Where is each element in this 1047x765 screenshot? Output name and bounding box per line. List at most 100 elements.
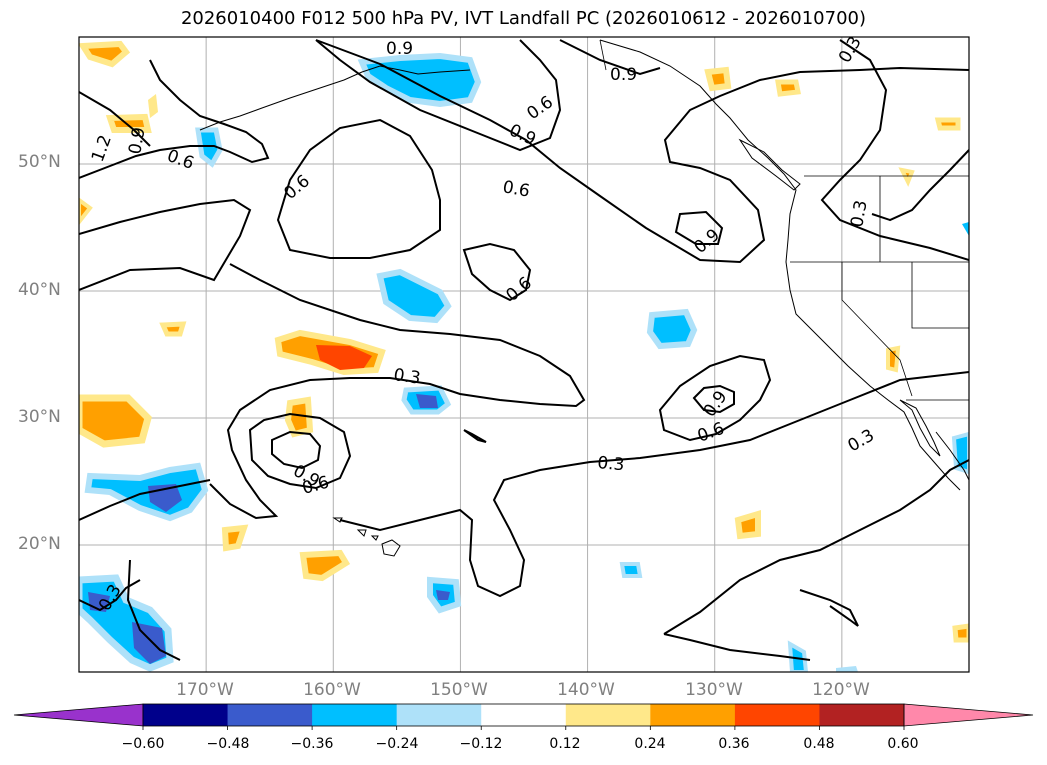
lat-label-40n: 40°N	[18, 280, 61, 300]
colorbar-segment	[565, 704, 651, 726]
lat-label-20n: 20°N	[18, 534, 61, 554]
contour-line	[271, 430, 322, 470]
negative-patch	[376, 268, 452, 324]
contour-line	[79, 59, 270, 179]
positive-patch	[775, 79, 801, 97]
contour-line	[463, 429, 487, 443]
lon-label-170w: 170°W	[176, 680, 234, 700]
contour-line	[79, 479, 211, 521]
positive-patch	[159, 321, 187, 337]
contour-line	[315, 39, 969, 264]
gulf-of-california	[935, 431, 969, 481]
colorbar-segment	[650, 704, 736, 726]
state-border	[841, 262, 913, 397]
colorbar-tick: 0.36	[718, 736, 750, 752]
positive-patch	[704, 66, 732, 92]
colorbar-segment	[819, 704, 905, 726]
colorbar	[13, 703, 1034, 730]
contour-line	[674, 210, 724, 245]
lat-label-30n: 30°N	[18, 407, 61, 427]
baja-coast	[899, 399, 941, 457]
colorbar-segment	[396, 704, 482, 726]
alaska-canada-border	[599, 39, 607, 71]
lon-label-150w: 150°W	[430, 680, 488, 700]
contour-line	[276, 118, 441, 259]
colorbar-tick: 0.12	[549, 736, 581, 752]
negative-patch	[619, 562, 643, 578]
contour-line	[315, 39, 562, 152]
lon-label-160w: 160°W	[303, 680, 361, 700]
hawaii-island	[370, 535, 379, 541]
colorbar-tick: 0.48	[803, 736, 835, 752]
contour-line	[658, 354, 772, 442]
north-america-coast	[599, 39, 961, 491]
colorbar-extend-high	[903, 703, 1034, 727]
positive-patch	[148, 94, 158, 118]
lon-label-130w: 130°W	[685, 680, 743, 700]
colorbar-tick: −0.36	[290, 736, 334, 752]
contour-line	[871, 149, 969, 222]
positive-patch	[79, 40, 131, 68]
positive-patch	[79, 197, 93, 226]
positive-patch	[886, 345, 901, 373]
contour-line	[79, 198, 252, 291]
pv-contours	[79, 39, 969, 661]
contour-label: 0.6	[501, 177, 531, 201]
colorbar-segment	[143, 704, 229, 726]
coastlines	[199, 39, 969, 557]
positive-patch	[221, 524, 249, 552]
contour-line	[79, 91, 151, 147]
contour-line	[248, 412, 352, 490]
colorbar-segment	[227, 704, 313, 726]
lon-label-140w: 140°W	[557, 680, 615, 700]
positive-patch	[316, 345, 372, 370]
colorbar-tick: −0.24	[375, 736, 419, 752]
colorbar-tick: −0.60	[121, 736, 165, 752]
contour-line	[692, 384, 735, 414]
colorbar-tick: −0.48	[206, 736, 250, 752]
hawaii-island	[356, 529, 367, 537]
political-borders	[599, 39, 969, 401]
contour-label: 0.3	[392, 365, 422, 389]
positive-patch	[284, 396, 314, 438]
positive-patch	[934, 117, 961, 131]
contour-line	[339, 371, 969, 598]
negative-patch	[416, 394, 438, 408]
colorbar-frame	[142, 703, 905, 727]
contour-line	[663, 633, 811, 661]
hawaii-island	[381, 539, 401, 557]
vancouver-island	[738, 138, 801, 191]
contour-line	[209, 263, 586, 520]
colorbar-tick: 0.60	[887, 736, 919, 752]
contour-line	[820, 39, 969, 261]
contour-line	[663, 459, 969, 635]
map-frame	[78, 36, 970, 673]
alaska-coast	[199, 65, 471, 131]
negative-patch	[962, 222, 969, 236]
negative-patch	[132, 622, 166, 664]
positive-patch	[952, 623, 969, 643]
negative-patch	[646, 308, 698, 350]
state-border	[911, 262, 969, 329]
colorbar-extend-low	[13, 703, 144, 727]
colorbar-tick: −0.12	[459, 736, 503, 752]
colorbar-segment	[312, 704, 398, 726]
colorbar-tick: 0.24	[634, 736, 666, 752]
positive-patch	[734, 509, 761, 540]
positive-patch	[105, 113, 152, 133]
contour-line	[559, 39, 661, 76]
contour-label: 0.3	[597, 453, 626, 475]
contour-label: 0.9	[125, 126, 149, 156]
contour-line	[799, 589, 859, 627]
contour-label: 0.9	[610, 65, 637, 85]
colorbar-segment	[481, 704, 567, 726]
chart-title: 2026010400 F012 500 hPa PV, IVT Landfall…	[180, 8, 867, 29]
positive-anomaly-regions	[79, 40, 969, 643]
positive-patch	[299, 549, 351, 582]
contour-label: 0.3	[847, 199, 871, 229]
contour-line	[79, 579, 141, 612]
negative-patch	[436, 590, 450, 600]
lat-label-50n: 50°N	[18, 152, 61, 172]
positive-patch	[79, 394, 152, 448]
